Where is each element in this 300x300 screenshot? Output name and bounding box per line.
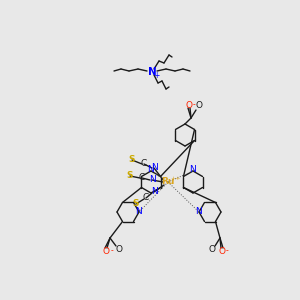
Text: N: N	[151, 164, 158, 172]
Text: S: S	[127, 172, 133, 181]
Text: S: S	[133, 200, 139, 208]
Text: Ru: Ru	[161, 178, 175, 187]
Text: -: -	[193, 100, 195, 109]
Text: O: O	[218, 247, 226, 256]
Text: C: C	[139, 173, 145, 182]
Text: O: O	[185, 100, 193, 109]
Text: C: C	[143, 194, 149, 202]
Text: +: +	[153, 70, 159, 80]
Text: C: C	[141, 160, 147, 169]
Text: N: N	[148, 67, 156, 77]
Text: N: N	[190, 166, 196, 175]
Text: O: O	[103, 247, 110, 256]
Text: O: O	[196, 101, 202, 110]
Text: -: -	[111, 247, 113, 256]
Text: O: O	[116, 245, 122, 254]
Text: -: -	[226, 247, 228, 256]
Text: O: O	[208, 245, 215, 254]
Text: N: N	[196, 206, 202, 215]
Text: S: S	[129, 155, 135, 164]
Text: ++: ++	[171, 176, 181, 181]
Text: N: N	[136, 206, 142, 215]
Text: N: N	[148, 176, 155, 184]
Text: N: N	[151, 188, 158, 196]
Text: N: N	[148, 166, 154, 175]
